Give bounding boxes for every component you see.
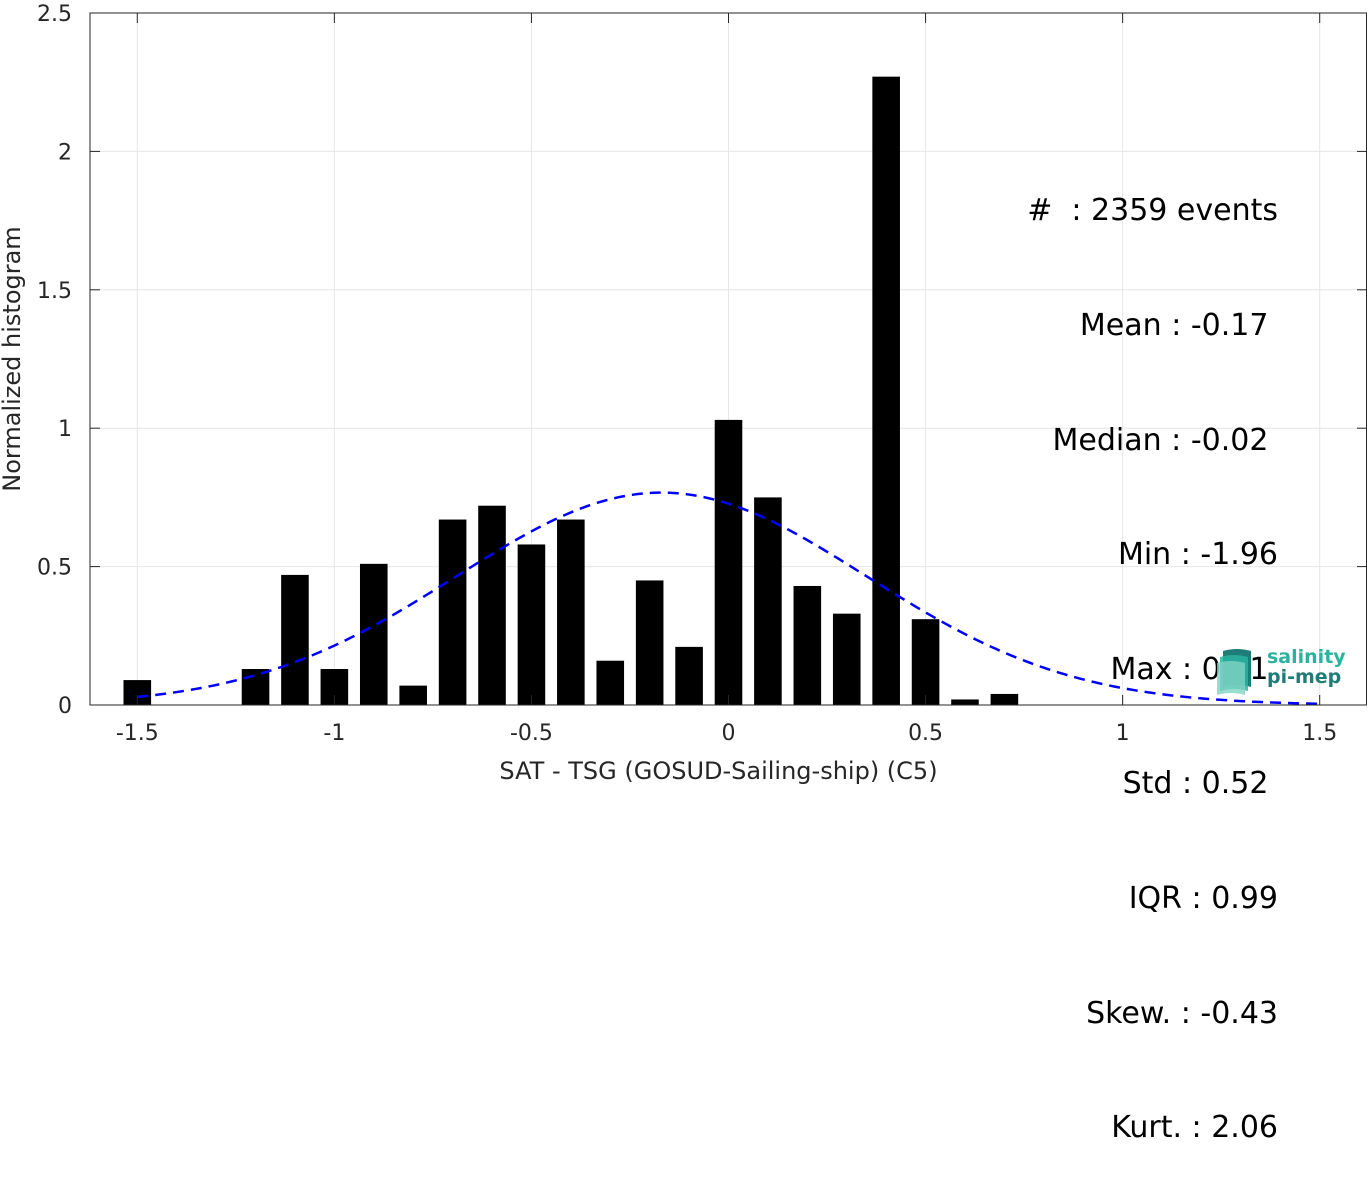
stat-mean: Mean : -0.17 [1079, 308, 1278, 344]
x-tick-label: 1 [1116, 721, 1130, 746]
x-tick-label: -1.5 [116, 721, 159, 746]
histogram-bar [714, 419, 743, 705]
x-tick-label: 0 [722, 721, 736, 746]
salinity-pi-mep-logo: salinity pi-mep [1217, 647, 1347, 695]
y-tick-label: 2 [58, 140, 72, 165]
x-tick-label: 0.5 [908, 721, 943, 746]
x-axis-label: SAT - TSG (GOSUD-Sailing-ship) (C5) [499, 757, 937, 785]
histogram-bar [359, 563, 388, 705]
histogram-bar [557, 519, 585, 705]
histogram-bar [517, 544, 546, 705]
x-axis-ticks: -1.5 -1 -0.5 0 0.5 1 1.5 [116, 13, 1337, 746]
histogram-bar [951, 699, 979, 705]
histogram-bar [675, 646, 703, 705]
histogram-chart: -1.5 -1 -0.5 0 0.5 1 1.5 0 0.5 1 1.5 2 2.5 SAT - TS… [0, 2, 1367, 785]
histogram-bar [990, 693, 1019, 705]
x-tick-label: 1.5 [1302, 721, 1337, 746]
histogram-bar [635, 580, 664, 705]
stat-kurt: Kurt. : 2.06 [1111, 1110, 1278, 1146]
histogram-bar [596, 660, 625, 705]
histogram-bar [793, 585, 822, 705]
y-tick-label: 1 [58, 417, 72, 442]
histogram-bar [438, 519, 467, 705]
histogram-bar [911, 619, 940, 705]
y-axis-label: Normalized histogram [0, 226, 26, 491]
stat-max: Max : 0.71 [1110, 651, 1278, 687]
histogram-bars [123, 76, 1019, 705]
y-tick-label: 0.5 [37, 556, 72, 581]
histogram-bar [241, 669, 270, 705]
histogram-bar [478, 505, 506, 705]
wave-stack-icon [1217, 649, 1251, 695]
stat-median: Median : -0.02 [1052, 422, 1278, 458]
x-tick-label: -1 [323, 721, 345, 746]
y-tick-label: 0 [58, 694, 72, 719]
y-axis-ticks: 0 0.5 1 1.5 2 2.5 [37, 2, 1367, 719]
y-tick-label: 2.5 [37, 2, 72, 27]
x-tick-label: -0.5 [510, 721, 553, 746]
histogram-bar [281, 574, 309, 705]
stat-min: Min : -1.96 [1117, 537, 1278, 573]
gaussian-fit-curve [137, 491, 1320, 706]
stat-events: # : 2359 events [1027, 193, 1278, 229]
histogram-bar [754, 497, 782, 705]
logo-text: salinity pi-mep [1267, 647, 1346, 687]
histogram-bar [872, 76, 900, 705]
stat-std: Std : 0.52 [1122, 766, 1278, 802]
logo-line-1: salinity [1267, 646, 1346, 668]
stat-iqr: IQR : 0.99 [1128, 881, 1278, 917]
stat-skew: Skew. : -0.43 [1086, 995, 1278, 1031]
logo-line-2: pi-mep [1267, 666, 1342, 688]
histogram-bar [832, 613, 861, 705]
y-tick-label: 1.5 [37, 279, 72, 304]
histogram-bar [399, 685, 427, 705]
